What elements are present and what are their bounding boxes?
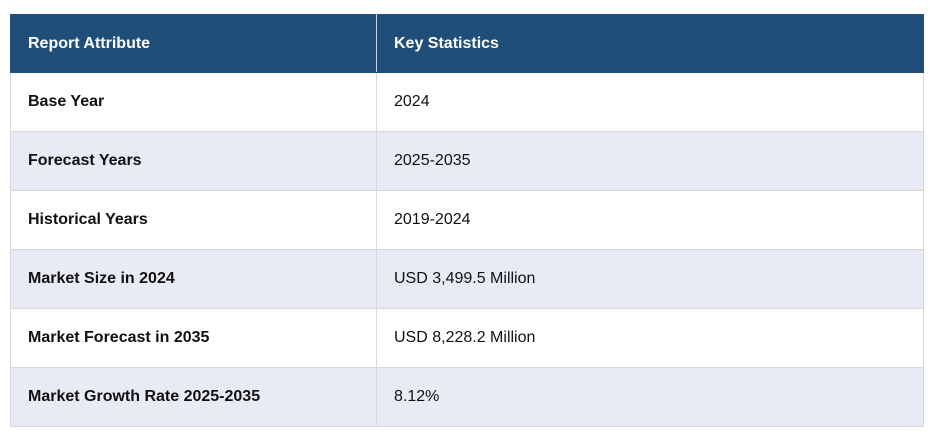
value-cell: 8.12% [376, 367, 924, 427]
attribute-cell: Market Forecast in 2035 [10, 308, 377, 368]
header-cell: Report Attribute [10, 14, 377, 73]
value-cell: 2025-2035 [376, 131, 924, 191]
attribute-cell: Market Size in 2024 [10, 249, 377, 309]
table-row: Historical Years 2019-2024 [10, 190, 924, 250]
table-row: Forecast Years 2025-2035 [10, 131, 924, 191]
value-cell: USD 8,228.2 Million [376, 308, 924, 368]
table-body: Base Year 2024 Forecast Years 2025-2035 Hist… [10, 72, 924, 427]
table-row: Market Size in 2024 USD 3,499.5 Million [10, 249, 924, 309]
value-cell: USD 3,499.5 Million [376, 249, 924, 309]
header-cell: Key Statistics [376, 14, 924, 73]
attribute-cell: Forecast Years [10, 131, 377, 191]
header-row: Report Attribute Key Statistics [10, 14, 924, 73]
table-row: Base Year 2024 [10, 72, 924, 132]
table-row: Market Growth Rate 2025-2035 8.12% [10, 367, 924, 427]
table-row: Market Forecast in 2035 USD 8,228.2 Milli… [10, 308, 924, 368]
attribute-cell: Base Year [10, 72, 377, 132]
value-cell: 2019-2024 [376, 190, 924, 250]
value-cell: 2024 [376, 72, 924, 132]
report-table: Report Attribute Key Statistics Base Yea… [10, 14, 924, 427]
attribute-cell: Market Growth Rate 2025-2035 [10, 367, 377, 427]
attribute-cell: Historical Years [10, 190, 377, 250]
